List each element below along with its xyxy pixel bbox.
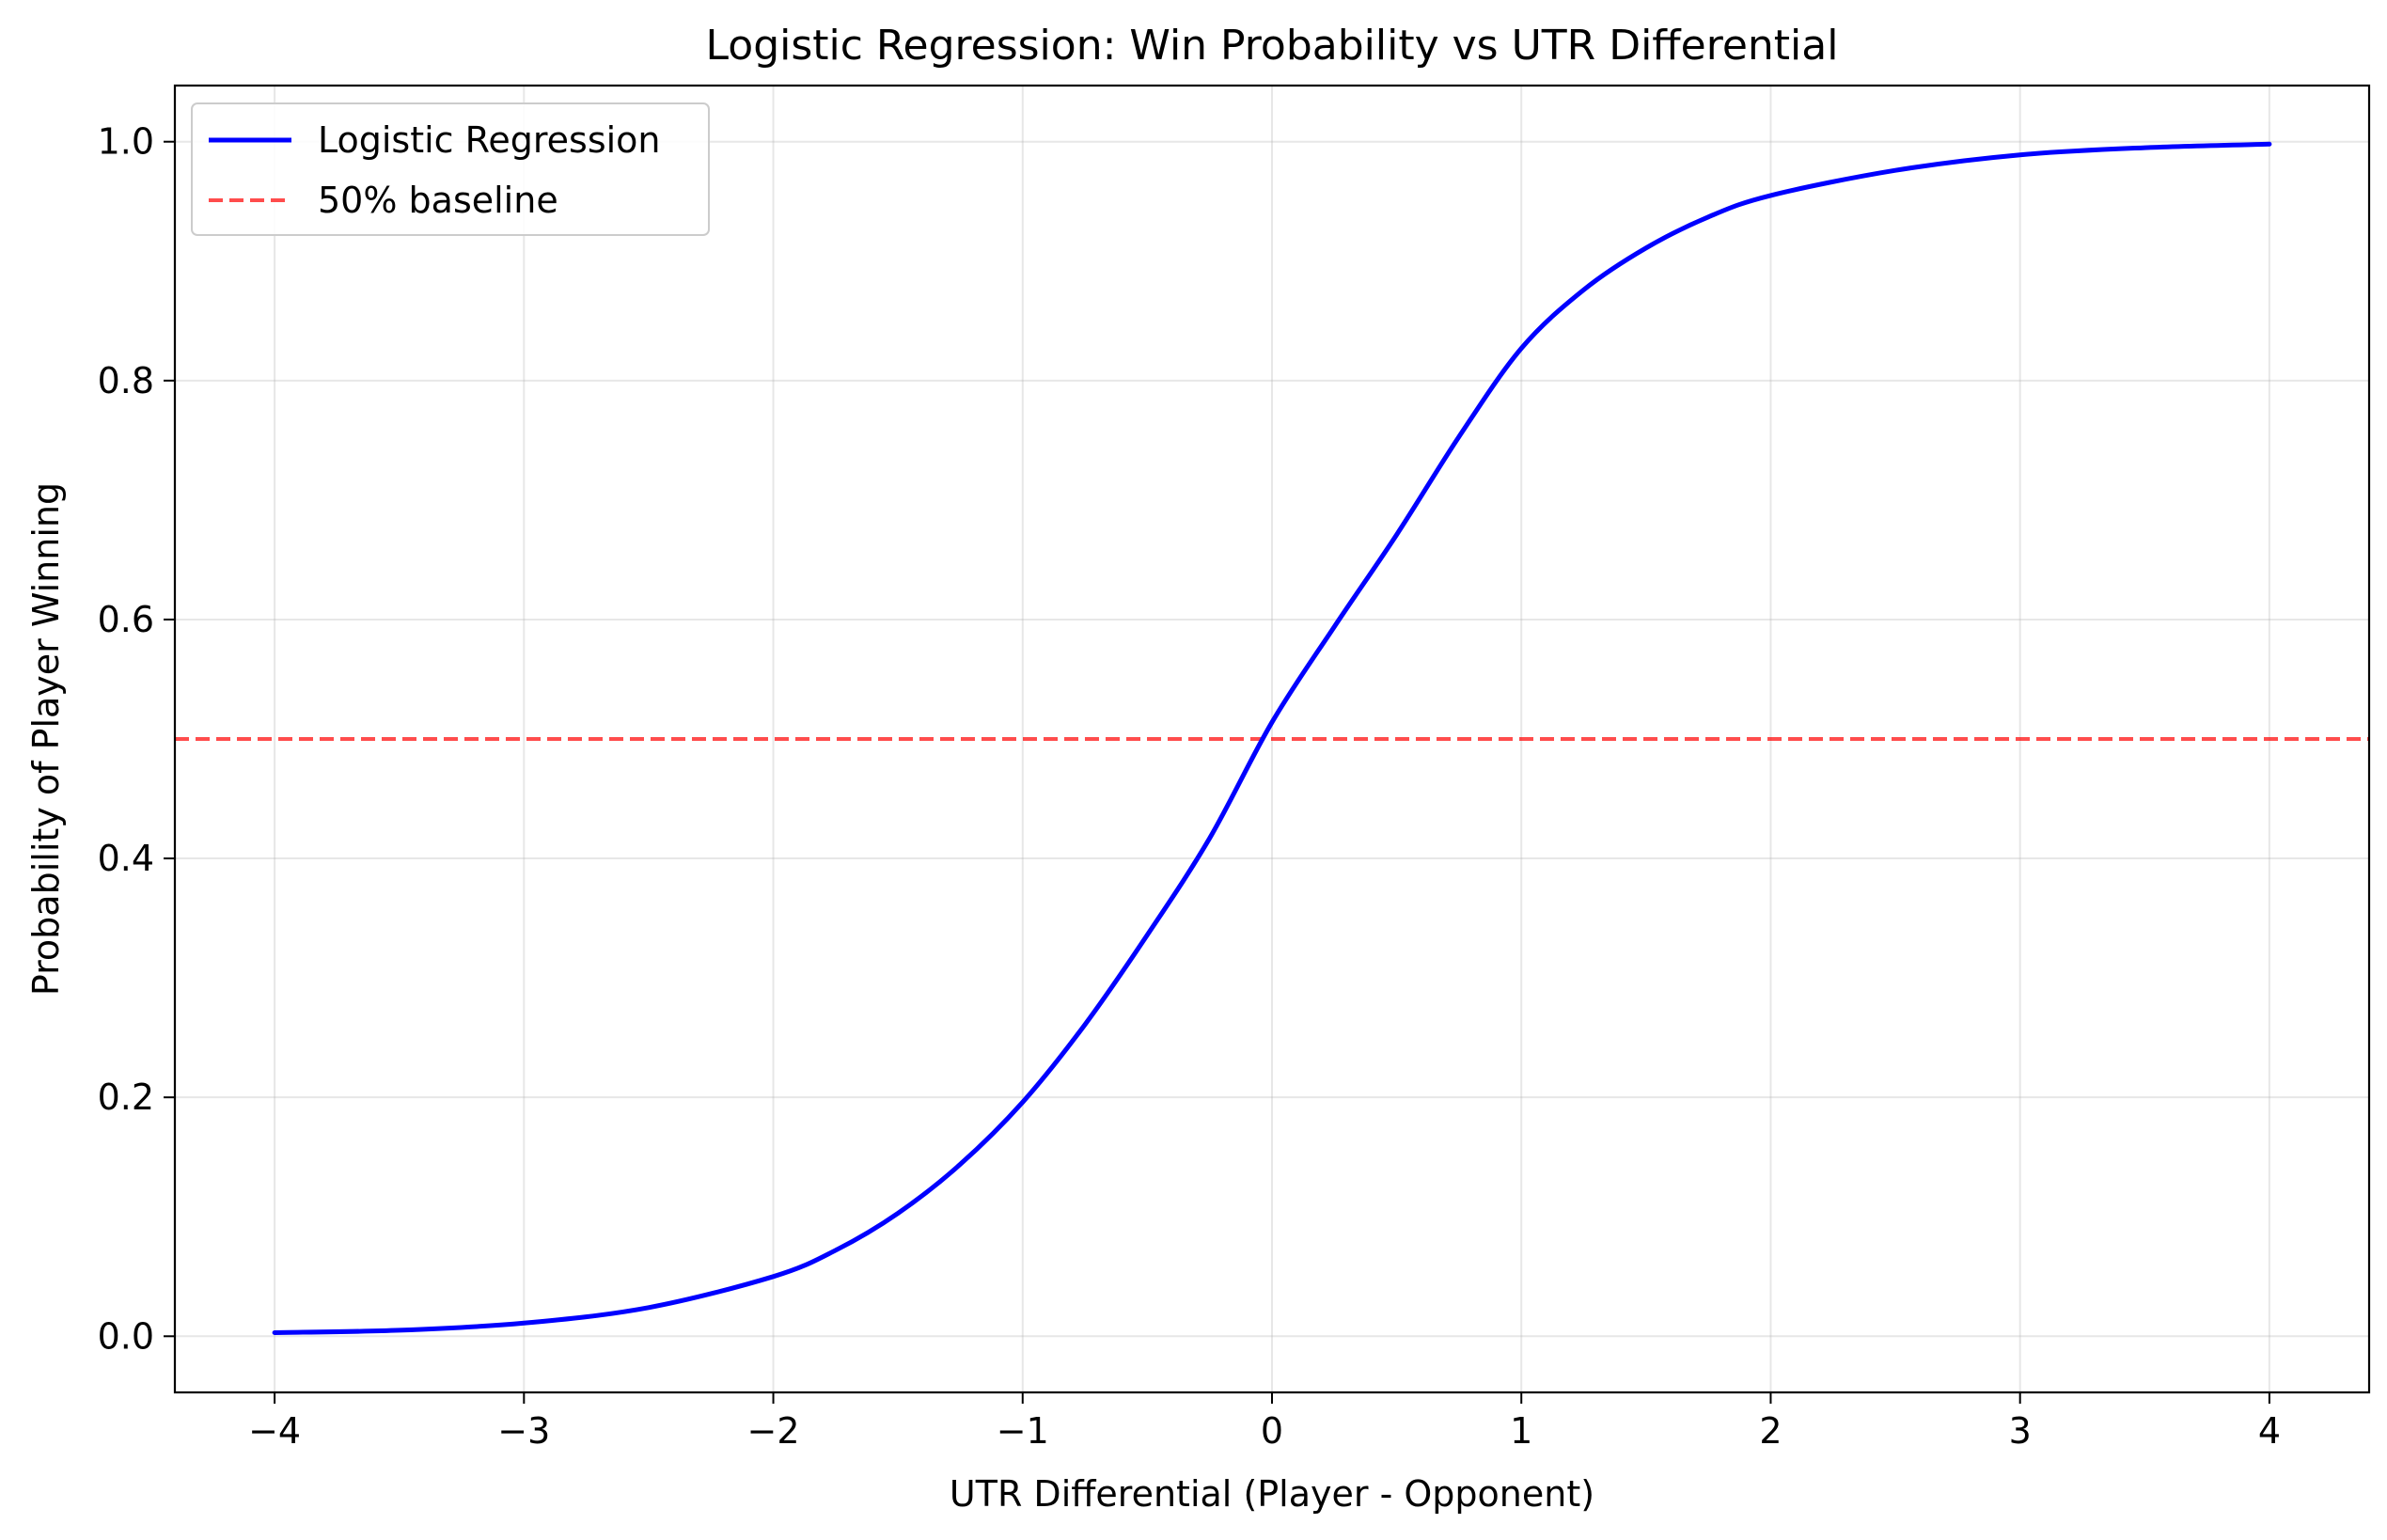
legend-label-baseline: 50% baseline — [318, 180, 558, 221]
legend-label-logistic-regression: Logistic Regression — [318, 119, 661, 161]
y-tick-label: 0.4 — [98, 838, 154, 879]
x-tick-label: 2 — [1759, 1410, 1782, 1452]
x-tick-label: 0 — [1261, 1410, 1283, 1452]
x-tick-label: −4 — [248, 1410, 301, 1452]
plot-series — [175, 141, 2369, 1335]
x-tick-label: −3 — [497, 1410, 550, 1452]
chart-title: Logistic Regression: Win Probability vs … — [706, 22, 1839, 70]
y-tick-label: 0.2 — [98, 1076, 154, 1118]
y-tick-label: 0.8 — [98, 360, 154, 401]
y-tick-label: 0.0 — [98, 1315, 154, 1357]
x-axis-label: UTR Differential (Player - Opponent) — [950, 1473, 1594, 1515]
x-tick-label: 1 — [1510, 1410, 1532, 1452]
x-tick-label: 4 — [2258, 1410, 2281, 1452]
grid-lines — [175, 86, 2369, 1392]
y-axis-label: Probability of Player Winning — [25, 482, 67, 996]
legend: Logistic Regression 50% baseline — [191, 102, 710, 236]
legend-box — [191, 102, 710, 236]
logistic-regression-line — [272, 141, 2272, 1335]
x-tick-label: −2 — [747, 1410, 800, 1452]
axes: −4 −3 −2 −1 0 1 2 3 4 0.0 0.2 0.4 0.6 0.8 1.0 — [98, 121, 2281, 1452]
x-tick-label: 3 — [2009, 1410, 2032, 1452]
y-tick-label: 0.6 — [98, 599, 154, 640]
x-tick-label: −1 — [997, 1410, 1049, 1452]
y-tick-label: 1.0 — [98, 121, 154, 163]
